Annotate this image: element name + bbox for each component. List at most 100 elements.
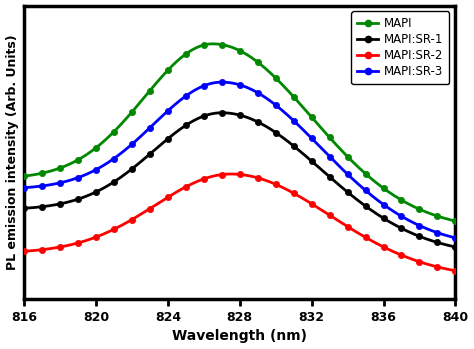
MAPI:SR-2	[165, 195, 171, 199]
MAPI:SR-2	[255, 176, 261, 180]
MAPI:SR-1	[453, 245, 458, 249]
Line: MAPI:SR-3: MAPI:SR-3	[21, 79, 458, 241]
MAPI:SR-3	[327, 155, 332, 159]
MAPI	[111, 129, 117, 134]
MAPI:SR-3	[345, 172, 350, 176]
MAPI:SR-2	[309, 202, 314, 206]
MAPI:SR-1	[345, 190, 350, 194]
MAPI:SR-2	[417, 260, 422, 264]
MAPI:SR-2	[147, 207, 153, 211]
MAPI:SR-3	[291, 119, 297, 123]
MAPI:SR-2	[435, 265, 440, 269]
MAPI:SR-3	[129, 142, 135, 146]
MAPI:SR-1	[201, 114, 207, 118]
MAPI:SR-1	[381, 216, 386, 220]
MAPI	[165, 68, 171, 72]
MAPI:SR-1	[399, 226, 404, 230]
MAPI:SR-3	[165, 109, 171, 113]
MAPI:SR-1	[129, 167, 135, 171]
MAPI:SR-1	[417, 234, 422, 238]
MAPI:SR-1	[165, 136, 171, 141]
MAPI	[21, 174, 27, 178]
MAPI:SR-1	[21, 206, 27, 210]
MAPI:SR-1	[327, 175, 332, 179]
MAPI	[435, 214, 440, 218]
MAPI:SR-2	[201, 177, 207, 181]
MAPI	[39, 171, 45, 175]
MAPI:SR-1	[255, 120, 261, 124]
MAPI	[273, 76, 279, 80]
MAPI:SR-2	[219, 172, 225, 177]
MAPI	[201, 43, 207, 47]
MAPI:SR-3	[21, 186, 27, 190]
MAPI	[129, 110, 135, 114]
MAPI:SR-3	[57, 181, 63, 185]
MAPI:SR-1	[363, 204, 368, 208]
MAPI:SR-2	[129, 217, 135, 222]
Line: MAPI: MAPI	[21, 42, 458, 224]
MAPI	[147, 89, 153, 93]
MAPI:SR-1	[75, 197, 81, 201]
MAPI:SR-1	[93, 190, 99, 194]
MAPI:SR-1	[147, 152, 153, 156]
MAPI	[291, 95, 297, 99]
MAPI:SR-3	[435, 231, 440, 235]
MAPI:SR-3	[93, 168, 99, 172]
MAPI:SR-2	[183, 185, 189, 189]
MAPI:SR-3	[111, 156, 117, 161]
MAPI:SR-3	[399, 214, 404, 218]
MAPI	[345, 155, 350, 159]
MAPI	[75, 158, 81, 162]
MAPI:SR-3	[273, 103, 279, 107]
MAPI:SR-2	[327, 213, 332, 217]
MAPI:SR-3	[363, 188, 368, 193]
MAPI:SR-2	[453, 269, 458, 273]
MAPI:SR-1	[39, 205, 45, 209]
MAPI:SR-2	[111, 227, 117, 231]
MAPI	[417, 207, 422, 211]
MAPI:SR-2	[93, 235, 99, 239]
MAPI:SR-3	[255, 91, 261, 95]
Y-axis label: PL emission intensity (Arb. Units): PL emission intensity (Arb. Units)	[6, 35, 18, 270]
Legend: MAPI, MAPI:SR-1, MAPI:SR-2, MAPI:SR-3: MAPI, MAPI:SR-1, MAPI:SR-2, MAPI:SR-3	[351, 12, 449, 84]
MAPI	[309, 115, 314, 119]
MAPI:SR-3	[219, 80, 225, 84]
MAPI:SR-3	[381, 202, 386, 207]
MAPI:SR-1	[219, 111, 225, 115]
MAPI:SR-3	[39, 184, 45, 188]
MAPI	[381, 186, 386, 190]
MAPI:SR-1	[435, 240, 440, 245]
MAPI	[363, 172, 368, 176]
MAPI:SR-3	[75, 176, 81, 180]
MAPI	[399, 198, 404, 202]
MAPI:SR-3	[183, 94, 189, 98]
MAPI:SR-2	[273, 182, 279, 186]
MAPI:SR-2	[381, 245, 386, 249]
MAPI:SR-1	[291, 144, 297, 148]
MAPI:SR-3	[309, 136, 314, 140]
MAPI:SR-3	[417, 223, 422, 228]
MAPI:SR-1	[57, 202, 63, 206]
Line: MAPI:SR-2: MAPI:SR-2	[21, 171, 458, 274]
MAPI	[237, 49, 243, 53]
MAPI	[327, 135, 332, 140]
MAPI:SR-3	[237, 83, 243, 87]
MAPI:SR-2	[57, 245, 63, 249]
MAPI	[183, 52, 189, 56]
MAPI:SR-1	[273, 131, 279, 135]
MAPI:SR-2	[345, 224, 350, 229]
MAPI	[453, 219, 458, 223]
MAPI:SR-2	[21, 249, 27, 253]
MAPI:SR-3	[453, 236, 458, 240]
MAPI:SR-2	[291, 191, 297, 195]
MAPI	[255, 60, 261, 64]
MAPI:SR-2	[75, 241, 81, 245]
MAPI	[219, 43, 225, 47]
Line: MAPI:SR-1: MAPI:SR-1	[21, 110, 458, 250]
MAPI:SR-1	[111, 180, 117, 184]
MAPI:SR-3	[147, 126, 153, 130]
MAPI:SR-2	[39, 247, 45, 252]
MAPI	[93, 146, 99, 150]
MAPI	[57, 166, 63, 170]
MAPI:SR-2	[363, 235, 368, 239]
